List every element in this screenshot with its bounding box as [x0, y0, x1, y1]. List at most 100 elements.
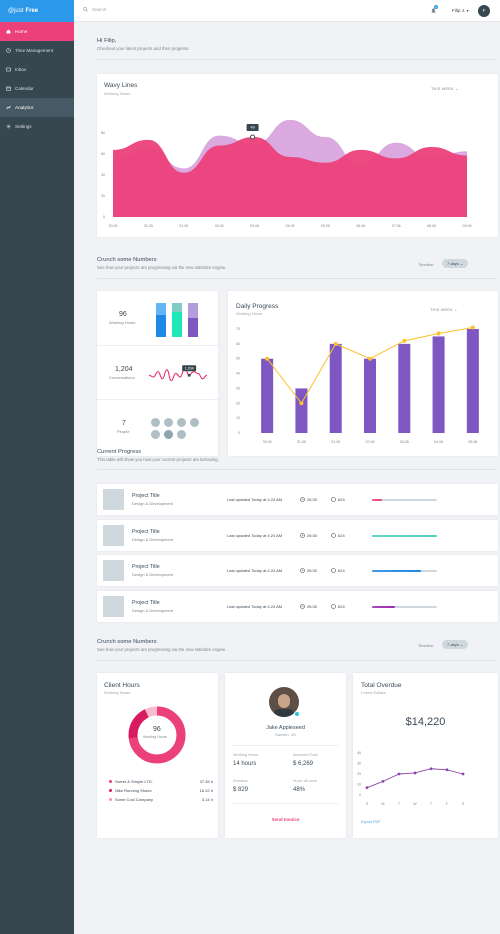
y-tick-label: 30	[236, 386, 240, 390]
divider	[97, 278, 497, 279]
person-avatar	[151, 418, 160, 427]
y-tick-label: 60	[236, 342, 240, 346]
project-title: Project Title	[132, 599, 160, 606]
x-tick-label: 05.06	[321, 224, 330, 228]
section-title: Current Progress	[97, 449, 142, 455]
user-name: Filip J.	[452, 8, 466, 13]
bar	[261, 358, 274, 433]
section-title: Crunch some Numbers	[97, 257, 157, 263]
card-title: Client Hours	[104, 682, 140, 689]
project-row[interactable]: Project Title Design & Development Last up…	[97, 519, 498, 551]
x-tick-label: F	[446, 802, 449, 806]
sidebar-item-time-management[interactable]: Time Management	[0, 41, 74, 60]
sidebar-item-home[interactable]: Home	[0, 22, 74, 41]
timeline-select[interactable]: 7 days ⌄	[442, 640, 469, 649]
stat-label: Overdue	[233, 779, 248, 783]
mini-bar	[188, 303, 198, 337]
project-thumbnail	[103, 595, 124, 617]
y-tick-label: 60	[101, 152, 105, 156]
send-invoice-button[interactable]: Send Invoice	[271, 817, 300, 822]
bar	[432, 336, 445, 433]
project-subtitle: Design & Development	[132, 536, 173, 542]
trend-point	[299, 401, 304, 406]
last-updated: Last updated Today at 4:24 AM	[227, 532, 283, 538]
comment-icon	[331, 497, 336, 502]
wavy-lines-card: Wavy Lines Working Hours THIS WEEK ⌄ 0 20…	[97, 74, 498, 237]
x-tick-label: S	[462, 802, 465, 806]
x-tick-label: 04.06	[434, 440, 443, 444]
project-row[interactable]: Project Title Design & Development Last up…	[97, 555, 498, 586]
legend-label: Sweet & Simple LTD.	[115, 779, 153, 784]
chevron-down-icon: ⌄	[454, 87, 459, 91]
period-select[interactable]: THIS WEEK ⌄	[431, 86, 458, 91]
tooltip	[246, 124, 259, 131]
project-title: Project Title	[132, 528, 160, 535]
sidebar-item-inbox[interactable]: Inbox	[0, 60, 74, 79]
sidebar: @just Free Home Time Management Inbox Cal…	[0, 0, 74, 934]
progress-bar	[372, 499, 437, 501]
daily-progress-chart: 0 10 20 30 40 50 60 70 30.06 31.06 01.06 02.06 03.06…	[236, 325, 479, 444]
y-tick-label: 40	[236, 372, 240, 376]
y-tick-label: 30	[357, 762, 361, 766]
x-tick-label: 02.06	[366, 440, 375, 444]
chevron-down-icon: ⌄	[459, 642, 464, 647]
analytics-icon	[6, 105, 11, 110]
card-title: Total Overdue	[361, 682, 402, 689]
y-tick-label: 10	[357, 783, 361, 787]
search-input[interactable]: Search	[83, 7, 107, 12]
clock-icon	[6, 48, 11, 53]
y-tick-label: 80	[101, 131, 105, 135]
timeline-select[interactable]: 7 days ⌄	[442, 259, 469, 268]
project-subtitle: Design & Development	[132, 501, 173, 506]
project-row[interactable]: Project Title Design & Development Last up…	[97, 484, 498, 515]
section-subtitle: See how your projects are progressing vi…	[97, 647, 227, 652]
y-tick-label: 50	[236, 357, 240, 361]
main-content: Hi Filip, Checkout your latest projects …	[74, 22, 500, 934]
trend-point	[470, 325, 475, 330]
trend-point	[436, 331, 441, 336]
sidebar-item-analytics[interactable]: Analytics	[0, 98, 74, 117]
section-subtitle: See how your projects are progressing vi…	[97, 265, 227, 270]
time-spent: 26:30	[307, 497, 318, 502]
sidebar-item-settings[interactable]: Settings	[0, 117, 74, 136]
data-point	[461, 772, 465, 776]
y-tick-label: 20	[101, 194, 105, 198]
bar	[329, 343, 342, 433]
timeline-value: 7 days	[447, 261, 459, 266]
y-tick-label: 0	[238, 431, 240, 435]
period-label: THIS WEEK	[430, 308, 453, 312]
avatar[interactable]: F	[478, 5, 490, 17]
user-menu[interactable]: Filip J. ▾	[452, 8, 469, 13]
divider	[97, 469, 497, 470]
legend-dot	[109, 789, 112, 793]
stat-value: 96	[119, 311, 127, 318]
project-row[interactable]: Project Title Design & Development Last up…	[97, 590, 498, 622]
stat-label: Working Hours	[109, 320, 136, 325]
timeline-value: 7 days	[447, 642, 459, 647]
x-tick-label: M	[382, 802, 385, 806]
working-hours-stat: 96 Working Hours	[97, 291, 218, 346]
progress-bar	[372, 570, 437, 572]
tooltip-label: 49	[250, 126, 254, 130]
export-pdf-link[interactable]: Export PDF	[361, 820, 381, 824]
project-title: Project Title	[132, 564, 160, 570]
inbox-icon	[6, 67, 11, 72]
bell-icon[interactable]	[430, 7, 437, 14]
x-tick-label: 04.06	[286, 224, 295, 228]
brand-name: Free	[25, 8, 39, 14]
period-select[interactable]: THIS WEEK ⌄	[430, 307, 457, 312]
sidebar-item-label: Analytics	[15, 105, 34, 110]
brand-logo[interactable]: @just Free	[0, 0, 74, 22]
bar	[466, 329, 479, 433]
card-title: Wavy Lines	[104, 82, 138, 89]
legend-label: Nike Running Shoes	[115, 788, 152, 793]
stat-label: Conversations	[109, 375, 135, 380]
progress-fill	[372, 605, 395, 608]
x-tick-label: T	[430, 802, 433, 806]
sidebar-item-calendar[interactable]: Calendar	[0, 79, 74, 98]
card-subtitle: Working Hours	[104, 91, 131, 96]
home-icon	[6, 29, 11, 34]
chevron-down-icon: ⌄	[459, 261, 464, 266]
legend-item: Sweet & Simple LTD. 37.45 h	[109, 779, 213, 784]
x-tick-label: 03.06	[250, 224, 259, 228]
